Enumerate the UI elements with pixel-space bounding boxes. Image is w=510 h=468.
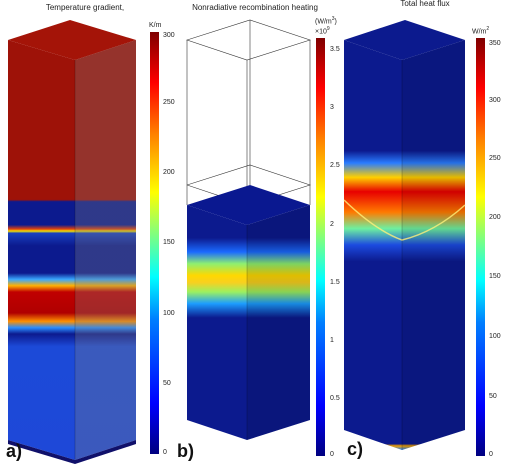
panel-title: Nonradiative recombination heating [192,3,318,12]
panel-b: Nonradiative recombination heating [170,0,340,468]
colorbar-tick: 50 [163,380,171,387]
right-face [247,205,310,440]
panel-label: a) [6,441,23,461]
colorbar-tick: 150 [163,239,175,246]
panel-c: Total heat flux W/m2 350 [340,0,510,468]
left-face [8,40,75,460]
colorbar-tick: 2 [330,221,334,228]
panel-label: c) [347,439,364,459]
total-heat-flux-box [343,20,466,450]
right-face [402,40,465,450]
colorbar-tick: 250 [489,155,501,162]
colorbar-tick: 2.5 [330,162,340,169]
colorbar-tick: 1.5 [330,279,340,286]
colorbar-tick: 300 [489,97,501,104]
colorbar-tick: 200 [489,214,501,221]
recombination-heating-box [186,19,311,440]
top-face [187,185,310,225]
colorbar-tick: 250 [163,99,175,106]
colorbar-tick: 300 [163,32,175,39]
colorbar-tick: 0 [489,451,493,458]
colorbar-tick: 200 [163,169,175,176]
colorbar-tick: 3.5 [330,46,340,53]
colorbar-tick: 50 [489,393,497,400]
colorbar-exponent: ×109 [315,26,330,36]
panel-label: b) [177,441,194,461]
colorbar [476,38,485,456]
colorbar-tick: 0 [330,451,334,458]
colorbar-tick: 100 [489,333,501,340]
colorbar-tick: 150 [489,273,501,280]
colorbar-unit: (W/m3) [315,16,337,26]
top-face [8,20,136,60]
colorbar-tick: 0 [163,449,167,456]
right-face [75,40,136,460]
colorbar-unit: W/m2 [472,26,490,36]
colorbar [150,32,159,454]
colorbar-tick: 100 [163,310,175,317]
colorbar [316,38,325,456]
colorbar-tick: 1 [330,337,334,344]
top-face [344,20,465,60]
panel-a: Temperature gradient, [0,0,175,468]
colorbar-unit: K/m [149,22,162,29]
colorbar-tick: 3 [330,104,334,111]
colorbar-tick: 350 [489,40,501,47]
colorbar-tick: 0.5 [330,395,340,402]
panel-title: Temperature gradient, [45,3,125,12]
temperature-gradient-box [8,20,136,464]
left-face [187,205,247,440]
panel-title: Total heat flux [400,0,450,8]
left-face [344,40,402,450]
